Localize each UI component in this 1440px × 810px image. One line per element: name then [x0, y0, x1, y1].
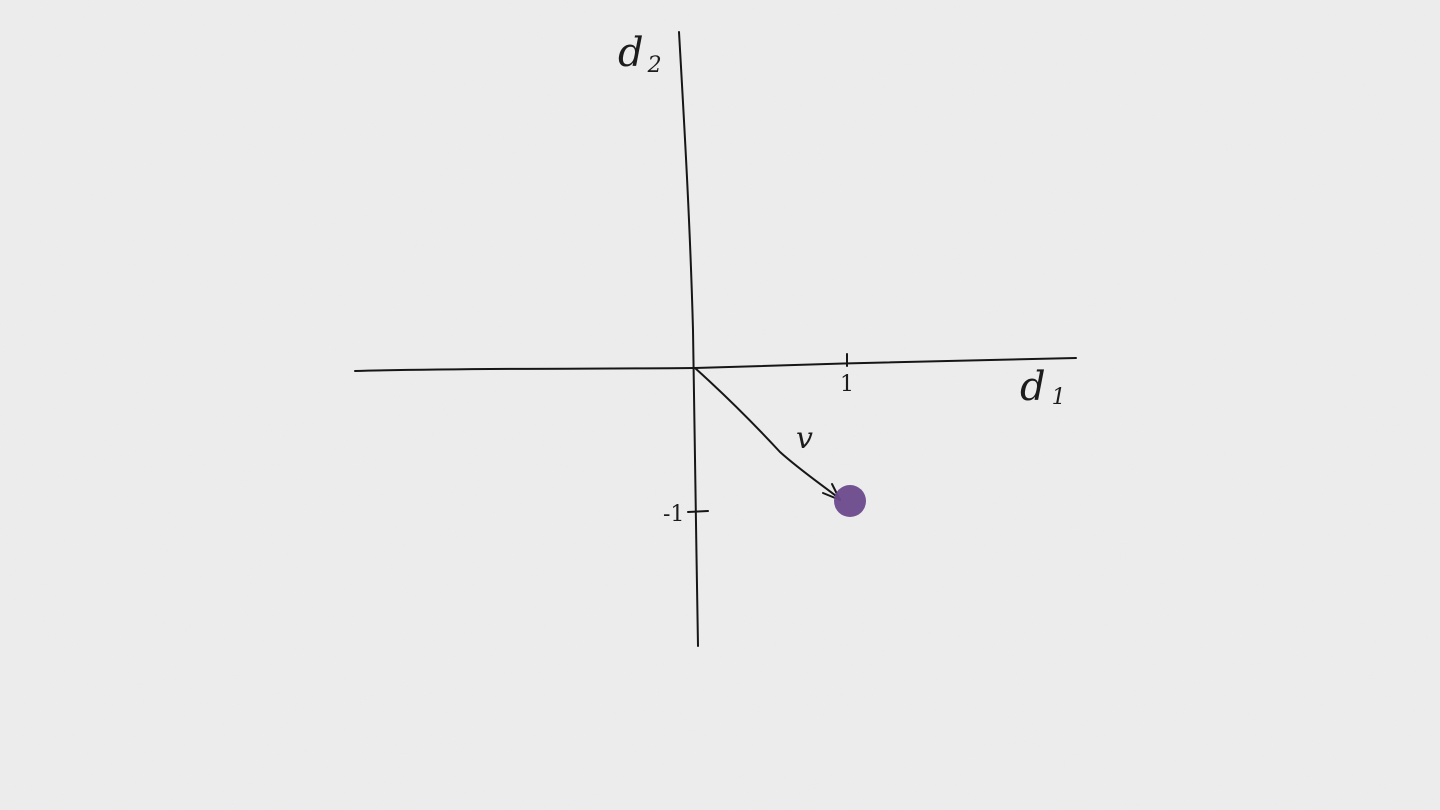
vector-v-label: v [796, 421, 813, 456]
vector-v-line [694, 367, 841, 500]
y-axis-line [678, 31, 699, 647]
point-marker [834, 485, 866, 517]
y-tick-label: -1 [663, 502, 684, 527]
y-tick-mark [687, 510, 709, 513]
x-tick-label: 1 [840, 372, 854, 397]
